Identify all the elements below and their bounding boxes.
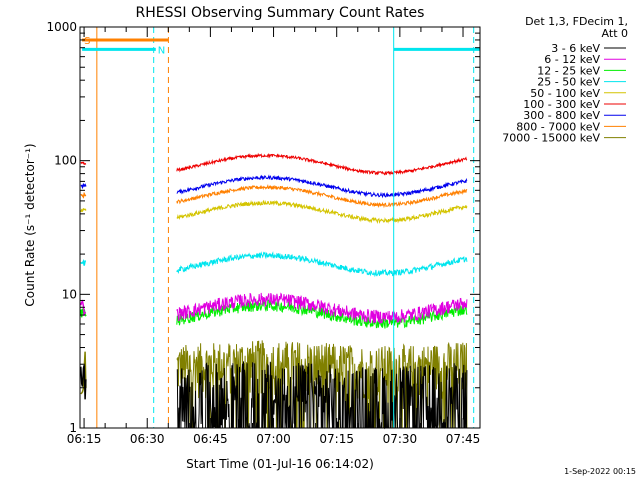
series-line-start-8 bbox=[80, 351, 87, 395]
plot-area: SN bbox=[80, 27, 480, 430]
series-line-5 bbox=[176, 152, 468, 176]
x-axis-label: Start Time (01-Jul-16 06:14:02) bbox=[186, 457, 374, 471]
y-tick-label-1: 10 bbox=[62, 287, 77, 301]
series-line-start-4 bbox=[80, 207, 87, 213]
legend-label-4: 50 - 100 keV bbox=[530, 87, 600, 100]
legend-label-0: 3 - 6 keV bbox=[551, 42, 600, 55]
series-line-start-6 bbox=[80, 182, 87, 190]
series-line-start-5 bbox=[80, 161, 87, 165]
legend-header-line-1: Det 1,3, FDecim 1, bbox=[525, 15, 628, 28]
series-line-4 bbox=[176, 199, 468, 225]
legend-label-6: 300 - 800 keV bbox=[523, 109, 600, 122]
chart-title: RHESSI Observing Summary Count Rates bbox=[136, 5, 425, 21]
x-tick-label-3: 07:00 bbox=[256, 432, 291, 446]
axes: 1 10 100 1000 06:15 06:30 06:45 07:00 07:15 07:30… bbox=[46, 20, 481, 446]
flag-label-0: S bbox=[84, 36, 90, 47]
footer-date: 1-Sep-2022 00:15 bbox=[564, 467, 636, 476]
plot-frame bbox=[79, 26, 481, 429]
legend-label-7: 800 - 7000 keV bbox=[516, 120, 600, 133]
series-line-3 bbox=[176, 251, 468, 278]
legend-label-3: 25 - 50 keV bbox=[537, 76, 600, 89]
y-axis-label: Count Rate (s⁻¹ detector⁻¹) bbox=[23, 143, 37, 306]
legend-header-line-2: Att 0 bbox=[602, 27, 628, 40]
y-tick-label-2: 100 bbox=[54, 154, 77, 168]
series-line-7 bbox=[176, 184, 468, 209]
legend-label-1: 6 - 12 keV bbox=[544, 53, 600, 66]
series-line-start-1 bbox=[80, 299, 87, 317]
y-tick-label-3: 1000 bbox=[46, 20, 77, 34]
x-tick-label-1: 06:30 bbox=[130, 432, 165, 446]
series-line-1 bbox=[176, 292, 468, 325]
x-tick-label-2: 06:45 bbox=[193, 432, 228, 446]
x-tick-label-0: 06:15 bbox=[67, 432, 102, 446]
legend-label-2: 12 - 25 keV bbox=[537, 64, 600, 77]
y-tick-label-0: 1 bbox=[69, 421, 77, 435]
x-tick-label-4: 07:15 bbox=[319, 432, 354, 446]
legend-label-8: 7000 - 15000 keV bbox=[502, 132, 600, 145]
series-line-start-7 bbox=[80, 191, 87, 199]
legend-label-5: 100 - 300 keV bbox=[523, 98, 600, 111]
x-tick-label-5: 07:30 bbox=[383, 432, 418, 446]
flag-label-1: N bbox=[158, 45, 165, 56]
x-tick-label-6: 07:45 bbox=[446, 432, 481, 446]
series-line-6 bbox=[176, 174, 468, 199]
series-line-start-3 bbox=[80, 259, 86, 266]
series-line-start-0 bbox=[80, 365, 87, 400]
